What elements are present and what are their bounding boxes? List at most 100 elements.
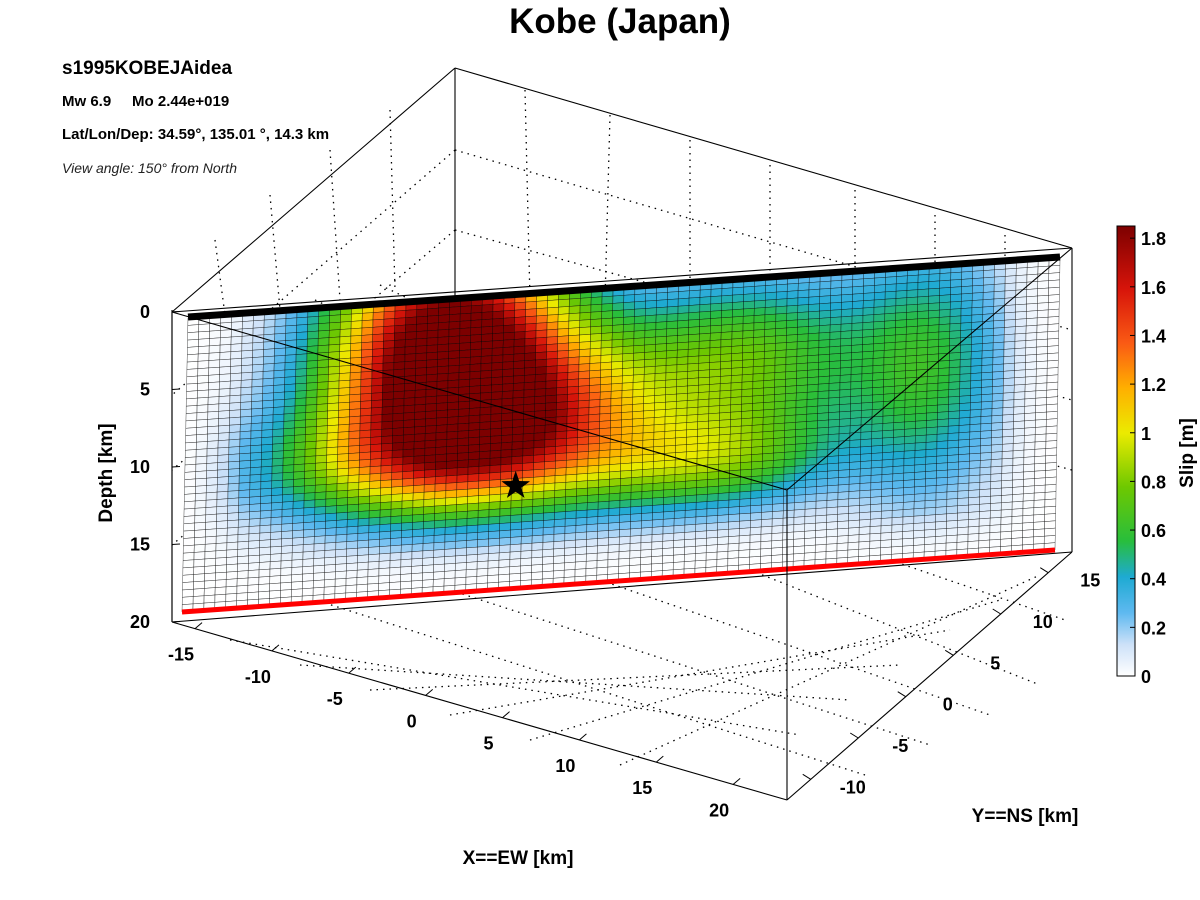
grid-line: [389, 109, 396, 291]
slip-cell: [292, 537, 304, 546]
slip-cell: [1036, 360, 1048, 370]
slip-cell: [641, 497, 653, 507]
slip-cell: [498, 573, 510, 583]
slip-cell: [871, 459, 883, 469]
slip-cell: [763, 387, 775, 396]
slip-cell: [677, 312, 690, 322]
slip-cell: [249, 474, 262, 483]
slip-cell: [674, 502, 686, 512]
slip-cell: [423, 491, 436, 500]
slip-cell: [317, 337, 330, 346]
slip-cell: [892, 458, 905, 467]
slip-cell: [739, 505, 751, 515]
slip-cell: [186, 368, 199, 377]
slip-cell: [466, 546, 478, 556]
slip-cell: [547, 299, 559, 309]
slip-cell: [380, 494, 392, 503]
slip-cell: [448, 357, 460, 367]
slip-cell: [192, 595, 205, 605]
slip-cell: [546, 350, 558, 360]
slip-cell: [630, 506, 642, 515]
slip-cell: [654, 387, 666, 396]
slip-cell: [850, 388, 862, 397]
slip-cell: [568, 327, 580, 336]
slip-cell: [535, 322, 548, 331]
slip-cell: [763, 372, 776, 381]
slip-cell: [730, 374, 743, 384]
slip-cell: [596, 559, 609, 569]
slip-cell: [738, 534, 751, 544]
slip-cell: [304, 448, 317, 457]
slip-cell: [587, 479, 599, 489]
slip-cell: [732, 316, 744, 325]
slip-cell: [271, 502, 283, 511]
slip-cell: [893, 443, 905, 453]
slip-cell: [818, 339, 831, 348]
slip-cell: [665, 371, 678, 381]
slip-cell: [350, 327, 363, 337]
slip-cell: [881, 459, 894, 468]
slip-cell: [553, 526, 566, 535]
slip-cell: [641, 519, 653, 529]
slip-cell: [804, 537, 816, 547]
slip-cell: [643, 388, 655, 397]
slip-cell: [697, 420, 709, 430]
slip-cell: [601, 295, 614, 305]
slip-cell: [609, 463, 621, 473]
slip-cell: [597, 501, 610, 510]
slip-cell: [830, 287, 842, 296]
slip-cell: [600, 376, 612, 385]
slip-cell: [524, 345, 536, 354]
slip-cell: [707, 442, 720, 451]
slip-cell: [1024, 405, 1036, 414]
slip-cell: [597, 515, 609, 525]
slip-cell: [218, 417, 230, 427]
slip-cell: [863, 285, 875, 294]
slip-cell: [804, 544, 816, 554]
slip-cell: [731, 330, 744, 340]
slip-cell: [455, 518, 468, 527]
slip-cell: [859, 475, 872, 484]
slip-cell: [706, 522, 718, 532]
slip-cell: [991, 444, 1003, 453]
slip-cell: [731, 338, 743, 347]
slip-cell: [312, 587, 325, 596]
slip-cell: [663, 503, 675, 513]
slip-cell: [884, 298, 897, 307]
slip-cell: [917, 296, 929, 305]
slip-cell: [1044, 506, 1056, 515]
slip-cell: [892, 480, 904, 489]
slip-cell: [762, 416, 775, 425]
slip-cell: [1003, 333, 1016, 343]
slip-cell: [611, 368, 623, 377]
slip-cell: [378, 560, 391, 569]
slip-cell: [903, 494, 915, 503]
slip-cell: [860, 431, 872, 440]
slip-cell: [961, 271, 973, 280]
slip-cell: [372, 348, 384, 357]
slip-cell: [1015, 267, 1028, 276]
grid-line: [619, 574, 1041, 766]
slip-cell: [513, 375, 525, 384]
slip-cell: [784, 422, 796, 431]
slip-cell: [422, 572, 434, 581]
slip-cell: [316, 388, 329, 398]
slip-cell: [808, 318, 820, 327]
slip-cell: [369, 458, 382, 467]
slip-cell: [1035, 411, 1047, 421]
slip-cell: [772, 496, 784, 505]
slip-cell: [773, 415, 786, 424]
slip-cell: [652, 504, 664, 513]
slip-cell: [295, 375, 307, 385]
slip-cell: [193, 544, 206, 553]
slip-cell: [782, 531, 794, 541]
slip-cell: [695, 552, 707, 562]
slip-cell: [861, 380, 873, 389]
slip-cell: [874, 291, 886, 301]
slip-cell: [728, 499, 741, 508]
slip-cell: [796, 355, 808, 364]
slip-cell: [261, 422, 274, 431]
slip-cell: [545, 372, 558, 382]
slip-cell: [502, 375, 514, 385]
slip-cell: [869, 547, 881, 557]
